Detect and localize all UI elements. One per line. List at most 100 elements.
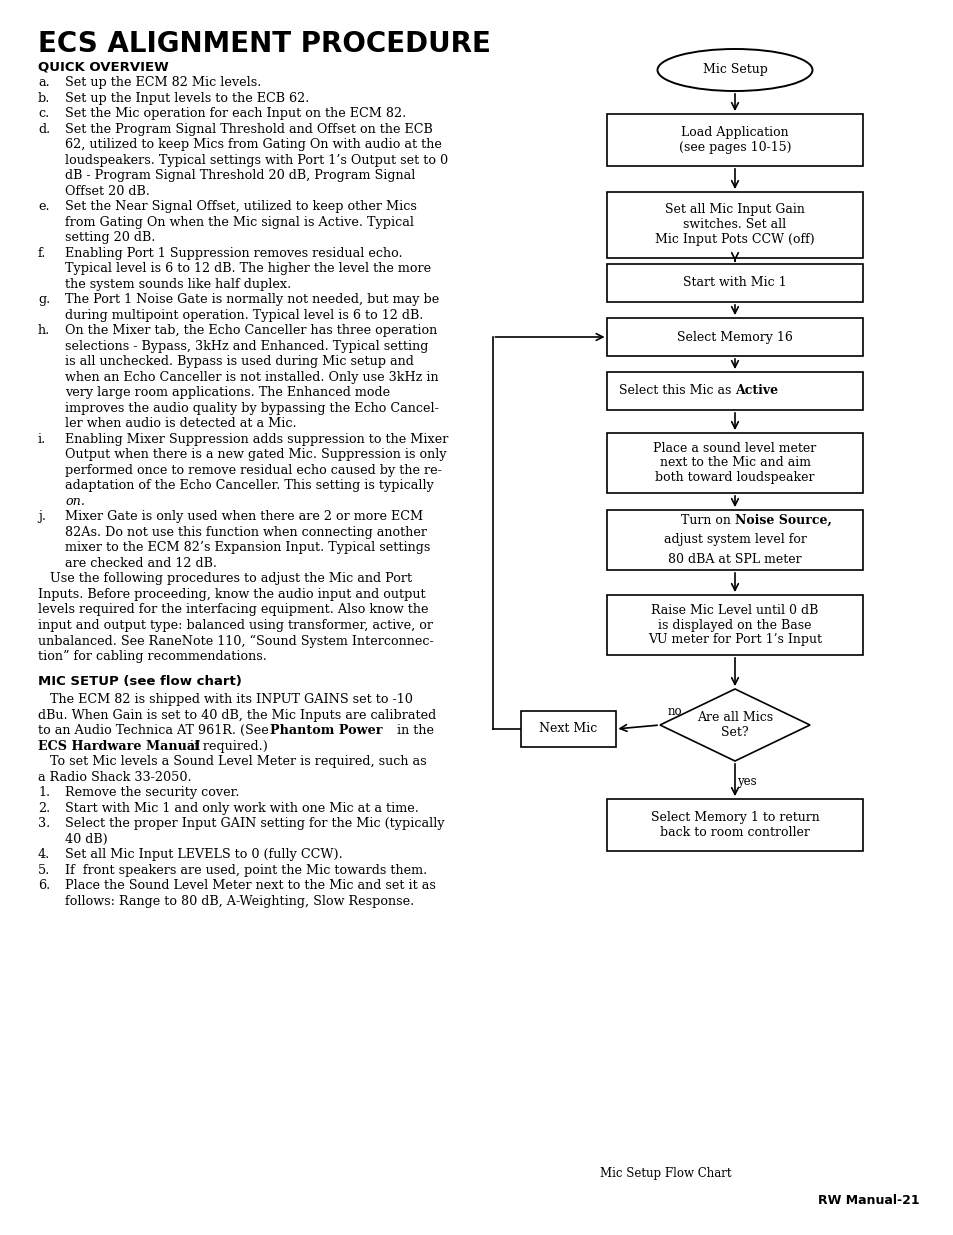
FancyBboxPatch shape [607, 595, 862, 655]
Text: unbalanced. See RaneNote 110, “Sound System Interconnec-: unbalanced. See RaneNote 110, “Sound Sys… [38, 635, 434, 647]
Text: selections - Bypass, 3kHz and Enhanced. Typical setting: selections - Bypass, 3kHz and Enhanced. … [65, 340, 428, 353]
Text: Output when there is a new gated Mic. Suppression is only: Output when there is a new gated Mic. Su… [65, 448, 446, 462]
Text: Place a sound level meter
next to the Mic and aim
both toward loudspeaker: Place a sound level meter next to the Mi… [653, 441, 816, 484]
Text: 40 dB): 40 dB) [65, 832, 108, 846]
Text: Load Application
(see pages 10-15): Load Application (see pages 10-15) [678, 126, 790, 154]
Text: Turn on Noise Source,
adjust system level for
80 dBA at SPL meter: Turn on Noise Source, adjust system leve… [663, 519, 805, 562]
Text: is all unchecked. Bypass is used during Mic setup and: is all unchecked. Bypass is used during … [65, 356, 414, 368]
Text: loudspeakers. Typical settings with Port 1’s Output set to 0: loudspeakers. Typical settings with Port… [65, 154, 448, 167]
Text: in the: in the [393, 724, 434, 737]
Text: Select Memory 1 to return
back to room controller: Select Memory 1 to return back to room c… [650, 811, 819, 839]
Text: a.: a. [38, 77, 50, 89]
Text: Set the Program Signal Threshold and Offset on the ECB: Set the Program Signal Threshold and Off… [65, 122, 433, 136]
Text: input and output type: balanced using transformer, active, or: input and output type: balanced using tr… [38, 619, 433, 632]
Text: To set Mic levels a Sound Level Meter is required, such as: To set Mic levels a Sound Level Meter is… [38, 755, 426, 768]
Text: tion” for cabling recommendations.: tion” for cabling recommendations. [38, 650, 267, 663]
FancyBboxPatch shape [607, 372, 862, 410]
Text: Set all Mic Input Gain
switches. Set all
Mic Input Pots CCW (off): Set all Mic Input Gain switches. Set all… [655, 204, 814, 247]
Text: Inputs. Before proceeding, know the audio input and output: Inputs. Before proceeding, know the audi… [38, 588, 425, 600]
Text: setting 20 dB.: setting 20 dB. [65, 231, 155, 245]
Text: ECS ALIGNMENT PROCEDURE: ECS ALIGNMENT PROCEDURE [38, 30, 491, 58]
FancyBboxPatch shape [610, 375, 859, 408]
Text: to an Audio Technica AT 961R. (See: to an Audio Technica AT 961R. (See [38, 724, 273, 737]
Text: mixer to the ECM 82’s Expansion Input. Typical settings: mixer to the ECM 82’s Expansion Input. T… [65, 541, 430, 555]
Text: QUICK OVERVIEW: QUICK OVERVIEW [38, 61, 169, 73]
Text: Are all Mics
Set?: Are all Mics Set? [697, 711, 772, 739]
FancyBboxPatch shape [607, 191, 862, 258]
Text: during multipoint operation. Typical level is 6 to 12 dB.: during multipoint operation. Typical lev… [65, 309, 423, 322]
Text: j.: j. [38, 510, 46, 524]
Text: Select Memory 16: Select Memory 16 [677, 331, 792, 343]
Text: The ECM 82 is shipped with its INPUT GAINS set to -10: The ECM 82 is shipped with its INPUT GAI… [38, 693, 413, 706]
Text: Mic Setup Flow Chart: Mic Setup Flow Chart [599, 1167, 731, 1179]
Text: yes: yes [737, 776, 756, 788]
Text: levels required for the interfacing equipment. Also know the: levels required for the interfacing equi… [38, 603, 428, 616]
Text: dBu. When Gain is set to 40 dB, the Mic Inputs are calibrated: dBu. When Gain is set to 40 dB, the Mic … [38, 709, 436, 721]
Text: i.: i. [38, 432, 46, 446]
Text: e.: e. [38, 200, 50, 214]
Text: Turn on: Turn on [680, 514, 734, 527]
Text: Set the Mic operation for each Input on the ECM 82.: Set the Mic operation for each Input on … [65, 107, 406, 120]
Text: 2.: 2. [38, 802, 51, 815]
Text: Set up the ECM 82 Mic levels.: Set up the ECM 82 Mic levels. [65, 77, 261, 89]
Text: dB - Program Signal Threshold 20 dB, Program Signal: dB - Program Signal Threshold 20 dB, Pro… [65, 169, 415, 183]
FancyBboxPatch shape [607, 317, 862, 356]
Text: Enabling Mixer Suppression adds suppression to the Mixer: Enabling Mixer Suppression adds suppress… [65, 432, 448, 446]
Text: Typical level is 6 to 12 dB. The higher the level the more: Typical level is 6 to 12 dB. The higher … [65, 262, 431, 275]
Text: ler when audio is detected at a Mic.: ler when audio is detected at a Mic. [65, 417, 296, 430]
Text: 80 dBA at SPL meter: 80 dBA at SPL meter [667, 553, 801, 566]
FancyBboxPatch shape [520, 711, 615, 747]
Text: Set all Mic Input LEVELS to 0 (fully CCW).: Set all Mic Input LEVELS to 0 (fully CCW… [65, 848, 342, 861]
Text: ECS Hardware Manual: ECS Hardware Manual [38, 740, 200, 752]
Text: On the Mixer tab, the Echo Canceller has three operation: On the Mixer tab, the Echo Canceller has… [65, 325, 436, 337]
FancyBboxPatch shape [607, 510, 862, 571]
Text: b.: b. [38, 91, 51, 105]
Text: 6.: 6. [38, 879, 51, 892]
Text: MIC SETUP (see flow chart): MIC SETUP (see flow chart) [38, 676, 242, 688]
Text: 4.: 4. [38, 848, 51, 861]
Text: Select this Mic as Active: Select this Mic as Active [657, 384, 812, 398]
Text: no: no [667, 705, 681, 718]
Text: 62, utilized to keep Mics from Gating On with audio at the: 62, utilized to keep Mics from Gating On… [65, 138, 441, 151]
Text: very large room applications. The Enhanced mode: very large room applications. The Enhanc… [65, 387, 390, 399]
Text: Enabling Port 1 Suppression removes residual echo.: Enabling Port 1 Suppression removes resi… [65, 247, 402, 259]
Text: Start with Mic 1: Start with Mic 1 [682, 277, 786, 289]
FancyBboxPatch shape [607, 799, 862, 851]
FancyBboxPatch shape [607, 264, 862, 303]
Text: Next Mic: Next Mic [538, 722, 597, 736]
Text: adaptation of the Echo Canceller. This setting is typically: adaptation of the Echo Canceller. This s… [65, 479, 434, 493]
Text: Start with Mic 1 and only work with one Mic at a time.: Start with Mic 1 and only work with one … [65, 802, 418, 815]
Text: Use the following procedures to adjust the Mic and Port: Use the following procedures to adjust t… [38, 572, 412, 585]
Text: The Port 1 Noise Gate is normally not needed, but may be: The Port 1 Noise Gate is normally not ne… [65, 293, 438, 306]
Text: Mic Setup: Mic Setup [701, 63, 766, 77]
Text: 5.: 5. [38, 863, 51, 877]
Text: RW Manual-21: RW Manual-21 [818, 1194, 919, 1207]
Text: the system sounds like half duplex.: the system sounds like half duplex. [65, 278, 291, 290]
Text: 1.: 1. [38, 787, 51, 799]
FancyBboxPatch shape [610, 513, 859, 567]
Text: f.: f. [38, 247, 47, 259]
Text: If  front speakers are used, point the Mic towards them.: If front speakers are used, point the Mi… [65, 863, 427, 877]
Text: improves the audio quality by bypassing the Echo Cancel-: improves the audio quality by bypassing … [65, 401, 438, 415]
Text: from Gating On when the Mic signal is Active. Typical: from Gating On when the Mic signal is Ac… [65, 216, 414, 228]
Text: h.: h. [38, 325, 51, 337]
Text: Noise Source,: Noise Source, [734, 514, 831, 527]
Text: 82As. Do not use this function when connecting another: 82As. Do not use this function when conn… [65, 526, 427, 538]
Text: a Radio Shack 33-2050.: a Radio Shack 33-2050. [38, 771, 192, 783]
Text: Select the proper Input GAIN setting for the Mic (typically: Select the proper Input GAIN setting for… [65, 818, 444, 830]
Text: when an Echo Canceller is not installed. Only use 3kHz in: when an Echo Canceller is not installed.… [65, 370, 438, 384]
FancyBboxPatch shape [607, 433, 862, 493]
Text: Offset 20 dB.: Offset 20 dB. [65, 185, 150, 198]
Text: Select this Mic as: Select this Mic as [618, 384, 734, 398]
Text: on.: on. [65, 495, 85, 508]
Text: Raise Mic Level until 0 dB
is displayed on the Base
VU meter for Port 1’s Input: Raise Mic Level until 0 dB is displayed … [647, 604, 821, 646]
Text: g.: g. [38, 293, 51, 306]
Text: Place the Sound Level Meter next to the Mic and set it as: Place the Sound Level Meter next to the … [65, 879, 436, 892]
Text: performed once to remove residual echo caused by the re-: performed once to remove residual echo c… [65, 464, 441, 477]
Text: c.: c. [38, 107, 50, 120]
Text: 3.: 3. [38, 818, 51, 830]
Text: if required.): if required.) [186, 740, 268, 752]
Text: are checked and 12 dB.: are checked and 12 dB. [65, 557, 216, 569]
Text: Remove the security cover.: Remove the security cover. [65, 787, 239, 799]
Text: Select this Mic as: Select this Mic as [616, 384, 732, 398]
